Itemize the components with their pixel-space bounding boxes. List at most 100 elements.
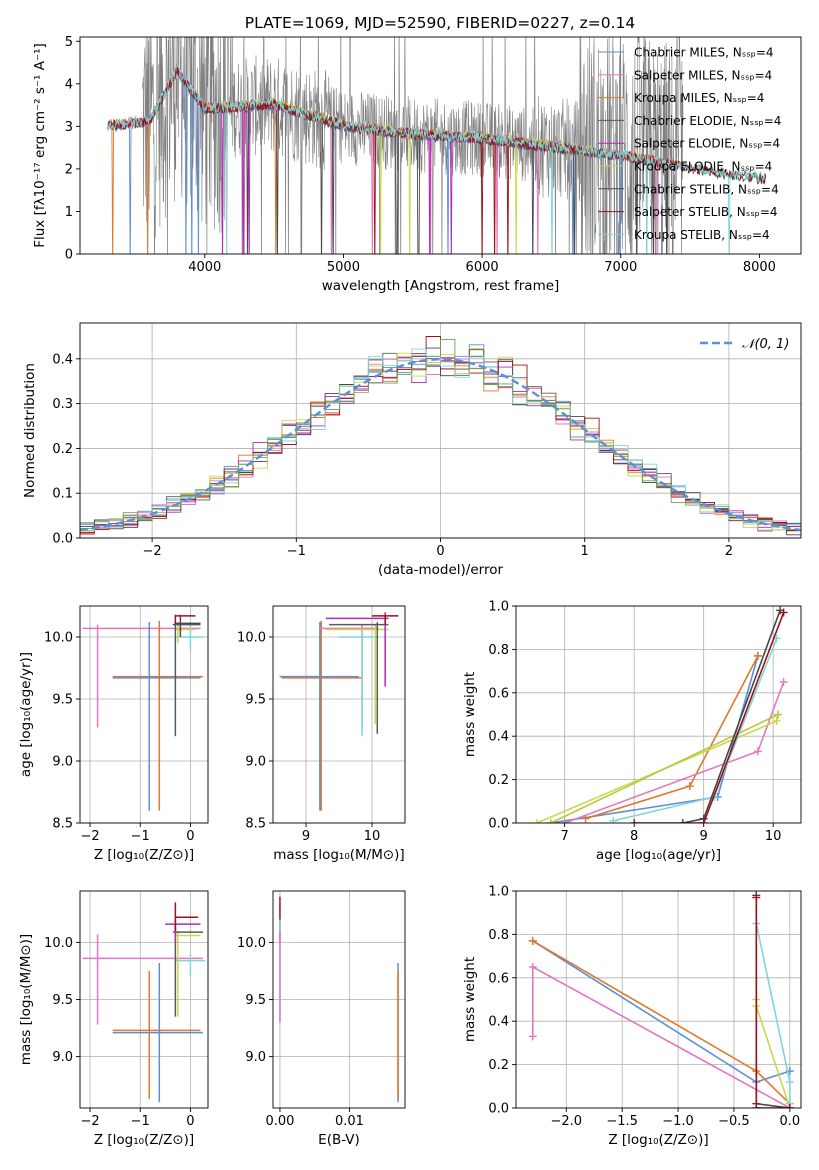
x-tick-label: 10 [364,829,381,844]
x-tick-label: 9 [302,829,310,844]
y-tick-label: 0.0 [52,532,73,547]
y-tick-label: 0.6 [488,686,509,701]
y-tick-label: 0.3 [52,397,73,412]
x-tick-label: −1 [131,829,150,844]
x-axis-label: Z [log₁₀(Z/Z⊙)] [94,847,194,863]
axes-frame [272,605,406,824]
y-tick-label: 10.0 [237,631,266,646]
x-axis-label: E(B-V) [318,1132,360,1148]
y-tick-label: 0.4 [488,730,509,745]
y-tick-label: 8.5 [245,817,266,832]
x-tick-label: −1.0 [662,1114,694,1129]
y-tick-label: 0.6 [488,971,509,986]
y-axis-label: Flux [fλ10⁻¹⁷ erg cm⁻² s⁻¹ A⁻¹] [32,43,48,248]
x-tick-label: 8 [630,829,638,844]
y-tick-label: 0.0 [488,1102,509,1117]
plot-area [279,896,399,1103]
y-tick-label: 0 [65,248,73,263]
x-tick-label: 0.01 [335,1114,364,1129]
axes-frame [515,605,802,824]
mass-weight-line [634,612,785,823]
legend-label: Kroupa MILES, Nₛₛₚ=4 [634,91,764,105]
x-tick-label: −2 [80,829,99,844]
x-tick-label: 0 [436,544,444,559]
x-tick-label: 2 [725,544,733,559]
y-axis-label: Normed distribution [22,363,38,498]
y-tick-label: 10.0 [237,936,266,951]
panel-age-vs-mass: 9 10 8.5 9.0 9.5 10.0 mass [log₁₀(M/M⊙)] [237,605,406,863]
legend-label: Chabrier ELODIE, Nₛₛₚ=4 [634,114,781,128]
legend-label: Salpeter STELIB, Nₛₛₚ=4 [634,205,778,219]
normal-curve-line [80,358,801,532]
x-tick-label: 0 [186,829,194,844]
x-tick-label: 7000 [604,260,637,275]
y-tick-label: 5 [65,35,73,50]
y-tick-label: 3 [65,120,73,135]
y-tick-label: 9.5 [52,693,73,708]
x-tick-label: −0.5 [718,1114,750,1129]
legend-label: Chabrier STELIB, Nₛₛₚ=4 [634,182,779,196]
y-tick-label: 0.0 [488,817,509,832]
y-tick-label: 0.4 [52,352,73,367]
y-tick-label: 9.0 [245,755,266,770]
x-tick-label: −2 [80,1114,99,1129]
legend-label: 𝒩(0, 1) [742,337,789,352]
plot-area [532,606,788,823]
x-tick-label: 0 [186,1114,194,1129]
y-tick-label: 1 [65,205,73,220]
x-tick-label: 8000 [743,260,776,275]
x-tick-label: 5000 [327,260,360,275]
y-tick-label: 10.0 [44,936,73,951]
panel-mass-vs-Z: −2 −1 0 9.0 9.5 10.0 Z [log₁₀(Z/Z⊙)] mass [log₁… [18,890,209,1148]
plot-area [107,37,767,254]
panel-weight-vs-Z: −2.0 −1.5 −1.0 −0.5 0.0 0.0 0.2 0.4 0.6 0.8 1.0 Z [… [462,885,802,1148]
panel-weight-vs-age: 7 8 9 10 0.0 0.2 0.4 0.6 0.8 1.0 age [log₁₀(age/yr… [462,600,802,863]
y-tick-label: 1.0 [488,600,509,615]
x-axis-label: mass [log₁₀(M/M⊙)] [273,847,404,863]
y-tick-label: 9.0 [245,1050,266,1065]
x-tick-label: −1 [131,1114,150,1129]
panel-mass-vs-EBV: 0.00 0.01 9.0 9.5 10.0 E(B-V) [237,890,406,1148]
x-axis-label: age [log₁₀(age/yr)] [596,847,721,863]
y-tick-label: 2 [65,162,73,177]
model-series-line [107,64,767,254]
legend-label: Salpeter MILES, Nₛₛₚ=4 [634,68,772,82]
plot-area [80,336,801,536]
panel-age-vs-Z: −2 −1 0 8.5 9.0 9.5 10.0 Z [log₁₀(Z/Z⊙)] age [lo… [18,605,209,863]
legend-label: Salpeter ELODIE, Nₛₛₚ=4 [634,137,780,151]
plot-area [528,891,794,1108]
y-tick-label: 1.0 [488,885,509,900]
residual-histogram-step [80,338,801,530]
plot-area [82,614,203,811]
x-axis-label: Z [log₁₀(Z/Z⊙)] [94,1132,194,1148]
model-series-line [107,68,767,254]
x-axis-label: wavelength [Angstrom, rest frame] [322,278,560,294]
legend-label: Chabrier MILES, Nₛₛₚ=4 [634,46,774,60]
x-tick-label: 9 [700,829,708,844]
y-tick-label: 9.5 [52,993,73,1008]
x-tick-label: 7 [561,829,569,844]
mass-weight-line [755,897,790,1108]
axes-frame [79,605,209,824]
legend-label: Kroupa ELODIE, Nₛₛₚ=4 [634,160,772,174]
axes-frame [79,36,802,255]
y-tick-label: 9.0 [52,755,73,770]
x-tick-label: 0.0 [779,1114,800,1129]
x-axis-label: (data-model)/error [378,562,504,578]
x-tick-label: −1.5 [606,1114,638,1129]
x-tick-label: 4000 [188,260,221,275]
y-tick-label: 9.0 [52,1050,73,1065]
y-tick-label: 0.2 [52,442,73,457]
model-series-line [107,65,767,254]
y-tick-label: 0.2 [488,773,509,788]
y-axis-label: mass [log₁₀(M/M⊙)] [18,934,34,1065]
y-axis-label: mass weight [462,957,478,1042]
x-tick-label: 6000 [466,260,499,275]
plot-area [82,902,206,1103]
x-tick-label: 1 [581,544,589,559]
panel-spectrum: 4000 5000 6000 7000 8000 0 1 2 3 4 5 wavelength [An… [32,35,802,294]
x-tick-label: −1 [287,544,306,559]
x-tick-label: 10 [765,829,782,844]
